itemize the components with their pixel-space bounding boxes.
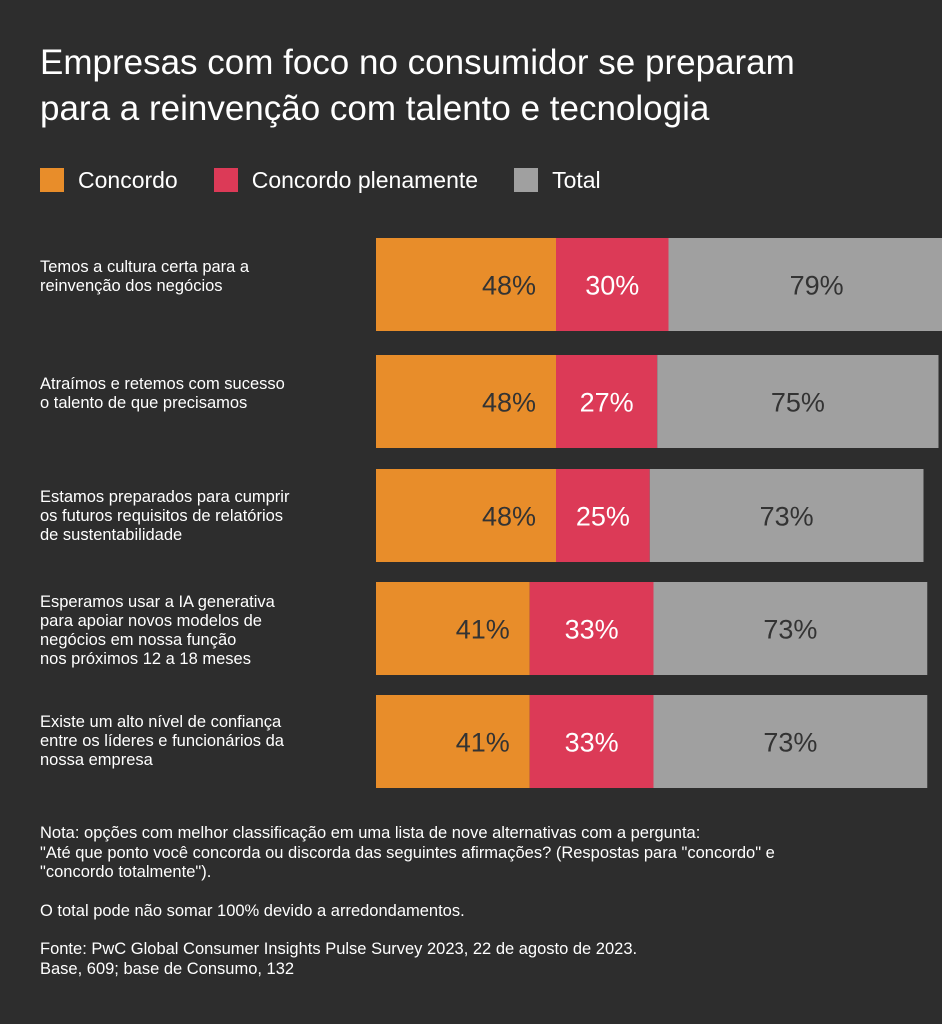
note-line: "concordo totalmente"). — [40, 863, 212, 881]
footnotes: Nota: opções com melhor classificação em… — [40, 824, 920, 998]
chart-title: Empresas com foco no consumidor se prepa… — [40, 40, 920, 132]
row-label-line: Estamos preparados para cumprir — [40, 488, 290, 506]
legend-label-concordo: Concordo — [78, 166, 178, 193]
row-label-confianca: Existe um alto nível de confiança entre … — [40, 713, 360, 770]
row-label-ia-generativa: Esperamos usar a IA generativa para apoi… — [40, 593, 360, 669]
row-label-sustentabilidade: Estamos preparados para cumprir os futur… — [40, 488, 360, 545]
bar-concordo-3 — [376, 582, 530, 675]
chart-title-line-1: Empresas com foco no consumidor se prepa… — [40, 43, 795, 82]
row-label-line: nos próximos 12 a 18 meses — [40, 650, 251, 668]
row-label-line: reinvenção dos negócios — [40, 277, 223, 295]
bar-concordo-4 — [376, 695, 530, 788]
note: Nota: opções com melhor classificação em… — [40, 824, 920, 883]
bar-concordo-plenamente-3 — [529, 582, 654, 675]
value-label-concordo-1: 48% — [482, 388, 536, 418]
value-label-concordo-plenamente-0: 30% — [585, 271, 639, 301]
row-label-line: para apoiar novos modelos de — [40, 612, 262, 630]
value-label-total-4: 73% — [763, 728, 817, 758]
bar-concordo-plenamente-2 — [556, 469, 650, 562]
bar-total-1 — [657, 355, 939, 448]
bar-total-2 — [649, 469, 924, 562]
row-label-talento: Atraímos e retemos com sucesso o talento… — [40, 375, 360, 413]
legend-swatch-concordo-plenamente — [213, 168, 238, 192]
value-label-total-2: 73% — [760, 502, 814, 532]
source-line: Base, 609; base de Consumo, 132 — [40, 959, 295, 978]
chart-legend: Concordo Concordo plenamente Total — [40, 163, 637, 197]
row-label-line: Temos a cultura certa para a — [40, 258, 250, 276]
bar-total-4 — [653, 695, 928, 788]
value-label-total-0: 79% — [790, 271, 844, 301]
bar-concordo-0 — [376, 238, 556, 331]
row-label-line: Esperamos usar a IA generativa — [40, 593, 275, 611]
row-label-line: nossa empresa — [40, 751, 153, 769]
bar-total-0 — [668, 238, 942, 331]
source: Fonte: PwC Global Consumer Insights Puls… — [40, 940, 920, 979]
value-label-concordo-plenamente-1: 27% — [580, 388, 634, 418]
legend-item-concordo-plenamente: Concordo plenamente — [213, 166, 479, 194]
row-label-line: negócios em nossa função — [40, 631, 237, 649]
note-line: "Até que ponto você concorda ou discorda… — [40, 843, 775, 862]
legend-label-total: Total — [552, 166, 601, 193]
rounding-note: O total pode não somar 100% devido a arr… — [40, 901, 465, 920]
bar-concordo-plenamente-4 — [529, 695, 654, 788]
legend-swatch-total — [514, 168, 539, 192]
bar-total-3 — [653, 582, 928, 675]
value-label-total-3: 73% — [763, 615, 817, 645]
row-label-line: os futuros requisitos de relatórios — [40, 507, 284, 525]
value-label-concordo-2: 48% — [482, 502, 536, 532]
value-label-total-1: 75% — [771, 388, 825, 418]
row-label-line: entre os líderes e funcionários da — [40, 732, 284, 750]
legend-label-concordo-plenamente: Concordo plenamente — [251, 166, 479, 193]
row-label-line: Atraímos e retemos com sucesso — [40, 375, 285, 393]
bar-concordo-plenamente-1 — [556, 355, 658, 448]
chart-title-line-2: para a reinvenção com talento e tecnolog… — [40, 89, 710, 128]
value-label-concordo-3: 41% — [456, 615, 510, 645]
source-line: Fonte: PwC Global Consumer Insights Puls… — [40, 940, 638, 958]
note-line: Nota: opções com melhor classificação em… — [40, 824, 701, 842]
value-label-concordo-plenamente-4: 33% — [565, 728, 619, 758]
value-label-concordo-plenamente-3: 33% — [565, 615, 619, 645]
legend-item-concordo: Concordo — [40, 167, 178, 194]
value-label-concordo-plenamente-2: 25% — [576, 502, 630, 532]
legend-item-total: Total — [514, 167, 601, 194]
row-label-cultura: Temos a cultura certa para a reinvenção … — [40, 258, 360, 296]
row-label-line: Existe um alto nível de confiança — [40, 713, 282, 731]
bar-concordo-2 — [376, 469, 556, 562]
bar-concordo-1 — [376, 355, 556, 448]
value-label-concordo-4: 41% — [456, 728, 510, 758]
legend-swatch-concordo — [40, 168, 64, 192]
row-label-line: o talento de que precisamos — [40, 394, 248, 412]
value-label-concordo-0: 48% — [482, 271, 536, 301]
row-label-line: de sustentabilidade — [40, 526, 183, 544]
bar-concordo-plenamente-0 — [556, 238, 669, 331]
